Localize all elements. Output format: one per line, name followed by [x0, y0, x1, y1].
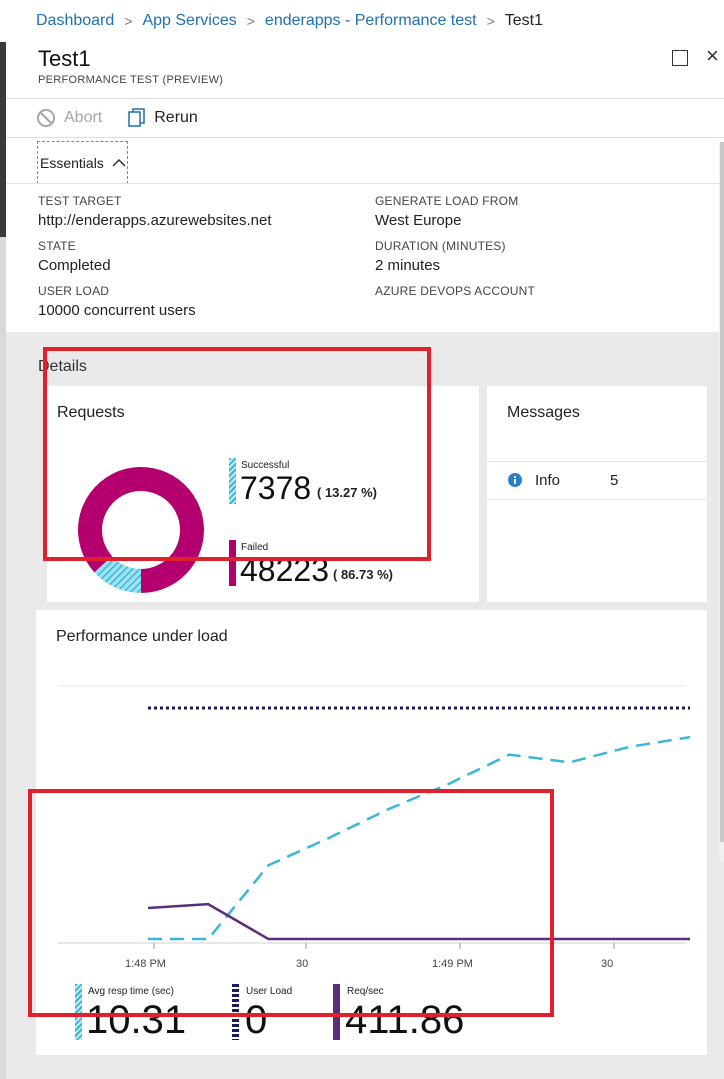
generate-load-value: West Europe [375, 212, 462, 229]
successful-slice [94, 556, 141, 593]
successful-count: 7378 [240, 470, 312, 506]
series-line-0 [148, 735, 691, 941]
req-sec-label: Req/sec [347, 986, 384, 997]
avg-resp-legend-bar [75, 984, 82, 1040]
successful-legend-bar [229, 458, 236, 504]
avg-resp-value: 10.31 [86, 998, 187, 1042]
performance-title: Performance under load [56, 628, 228, 645]
failed-label: Failed [241, 542, 269, 553]
failed-percent: ( 86.73 %) [333, 567, 393, 582]
breadcrumb: Dashboard > App Services > enderapps - P… [0, 0, 724, 42]
user-load-kpi-label: User Load [246, 986, 293, 997]
info-count: 5 [610, 472, 619, 489]
close-button[interactable]: × [706, 43, 724, 68]
breadcrumb-separator: > [246, 13, 255, 29]
requests-highlight-box [43, 347, 431, 561]
user-load-value: 10000 concurrent users [38, 302, 196, 319]
requests-tile[interactable]: Requests Successful 7378 ( 13.27 %) Fail… [47, 386, 479, 602]
test-target-label: TEST TARGET [38, 194, 122, 208]
failed-slice [77, 467, 204, 593]
abort-label: Abort [64, 109, 103, 126]
devops-account-label: AZURE DEVOPS ACCOUNT [375, 284, 536, 298]
abort-button[interactable]: Abort [36, 108, 102, 128]
messages-tile[interactable]: Messages Info 5 [487, 386, 707, 602]
rerun-icon [128, 108, 145, 127]
chevron-up-icon [112, 158, 126, 167]
performance-highlight-box [28, 789, 554, 1017]
rerun-button[interactable]: Rerun [128, 108, 198, 128]
toolbar: Abort Rerun [6, 98, 724, 138]
requests-title: Requests [57, 404, 125, 421]
performance-tile[interactable]: Performance under load 1:48 PM 30 1:49 P… [36, 610, 707, 1055]
divider [487, 499, 707, 500]
breadcrumb-app-services[interactable]: App Services [142, 12, 237, 29]
blade-header: Test1 PERFORMANCE TEST (PREVIEW) × [6, 42, 724, 92]
state-value: Completed [38, 257, 111, 274]
x-tick-label: 30 [601, 958, 614, 970]
req-sec-legend-bar [333, 984, 340, 1040]
test-target-value: http://enderapps.azurewebsites.net [38, 212, 272, 229]
requests-donut-chart [77, 467, 204, 593]
x-tick-label: 30 [296, 958, 309, 970]
messages-title: Messages [507, 404, 580, 421]
generate-load-label: GENERATE LOAD FROM [375, 194, 519, 208]
page-subtitle: PERFORMANCE TEST (PREVIEW) [38, 74, 224, 86]
abort-icon [37, 109, 55, 127]
x-tick-label: 1:48 PM [125, 958, 166, 970]
duration-value: 2 minutes [375, 257, 441, 274]
x-tick-label: 1:49 PM [432, 958, 473, 970]
divider [487, 461, 707, 462]
breadcrumb-separator: > [124, 13, 133, 29]
req-sec-value: 411.86 [345, 998, 465, 1042]
user-load-legend-bar [232, 984, 239, 1040]
user-load-kpi-value: 0 [245, 998, 268, 1042]
performance-chart [58, 685, 691, 949]
duration-label: DURATION (MINUTES) [375, 239, 506, 253]
details-section: Details Requests Successful 7378 ( 13.27… [6, 332, 724, 1079]
maximize-button[interactable] [672, 50, 688, 66]
avg-resp-label: Avg resp time (sec) [88, 986, 174, 997]
page-title: Test1 [38, 46, 91, 71]
breadcrumb-separator: > [486, 13, 495, 29]
essentials-label: Essentials [40, 154, 104, 171]
series-line-2 [147, 902, 690, 941]
essentials-toggle[interactable]: Essentials [37, 141, 128, 184]
close-icon: × [706, 43, 719, 68]
essentials-panel: TEST TARGET http://enderapps.azurewebsit… [6, 184, 724, 332]
successful-percent: ( 13.27 %) [317, 485, 377, 500]
user-load-label: USER LOAD [38, 284, 110, 298]
failed-legend-bar [229, 540, 236, 586]
info-label: Info [535, 472, 561, 489]
breadcrumb-dashboard[interactable]: Dashboard [36, 12, 115, 29]
successful-label: Successful [241, 460, 290, 471]
background-strip [0, 42, 6, 1079]
divider [6, 183, 724, 184]
rerun-label: Rerun [154, 109, 198, 126]
info-icon [508, 473, 522, 487]
scrollbar-thumb[interactable] [720, 142, 724, 842]
breadcrumb-current: Test1 [504, 12, 544, 29]
breadcrumb-performance-test[interactable]: enderapps - Performance test [264, 12, 477, 29]
details-heading: Details [38, 358, 87, 375]
state-label: STATE [38, 239, 76, 253]
